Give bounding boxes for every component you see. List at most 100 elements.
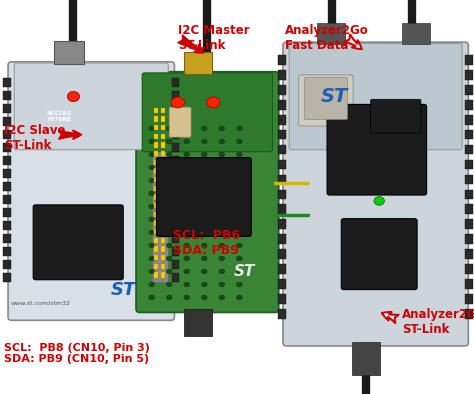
Bar [465, 190, 473, 199]
Bar [172, 117, 179, 126]
Bar [161, 264, 165, 269]
Circle shape [201, 178, 207, 183]
FancyBboxPatch shape [33, 205, 123, 280]
Circle shape [184, 243, 190, 248]
Bar [278, 190, 286, 199]
Bar [172, 208, 179, 217]
Circle shape [219, 295, 225, 300]
Bar [152, 128, 168, 282]
FancyBboxPatch shape [8, 62, 174, 320]
FancyBboxPatch shape [156, 158, 251, 236]
Circle shape [184, 256, 190, 261]
Circle shape [166, 126, 172, 131]
Bar [161, 203, 165, 208]
FancyBboxPatch shape [54, 41, 84, 64]
Circle shape [201, 256, 207, 261]
Circle shape [219, 152, 225, 157]
FancyBboxPatch shape [283, 42, 468, 346]
Bar [172, 182, 179, 191]
Bar [161, 108, 165, 113]
Circle shape [219, 256, 225, 261]
Bar [3, 104, 11, 113]
Circle shape [237, 295, 242, 300]
Bar [3, 260, 11, 269]
Bar [154, 255, 158, 260]
Bar [154, 186, 158, 191]
Circle shape [149, 269, 155, 274]
Circle shape [219, 126, 225, 131]
Bar [161, 116, 165, 122]
Circle shape [149, 126, 155, 131]
Bar [172, 156, 179, 165]
Bar [172, 247, 179, 256]
Bar [154, 151, 158, 156]
Bar [3, 234, 11, 243]
Bar [278, 279, 286, 289]
Bar [465, 204, 473, 214]
Bar [3, 143, 11, 152]
FancyBboxPatch shape [169, 107, 191, 137]
Bar [465, 130, 473, 139]
Circle shape [201, 269, 207, 274]
Circle shape [201, 217, 207, 222]
Circle shape [201, 191, 207, 196]
Circle shape [237, 139, 242, 144]
FancyBboxPatch shape [317, 23, 345, 44]
Text: NUCLEO
F070RB: NUCLEO F070RB [47, 111, 72, 122]
Bar [465, 145, 473, 154]
Circle shape [149, 165, 155, 170]
Bar [465, 294, 473, 304]
FancyBboxPatch shape [136, 72, 279, 312]
Circle shape [166, 191, 172, 196]
Bar [3, 208, 11, 217]
Circle shape [237, 269, 242, 274]
Bar [278, 175, 286, 184]
Bar [465, 55, 473, 65]
Circle shape [201, 204, 207, 209]
Circle shape [201, 243, 207, 248]
Circle shape [184, 139, 190, 144]
Bar [161, 142, 165, 148]
Bar [154, 229, 158, 234]
Bar [3, 169, 11, 178]
Bar [3, 156, 11, 165]
Bar [154, 194, 158, 200]
Bar [172, 221, 179, 230]
Bar [278, 294, 286, 304]
Circle shape [166, 230, 172, 235]
Circle shape [149, 217, 155, 222]
Circle shape [166, 295, 172, 300]
FancyBboxPatch shape [299, 75, 353, 126]
Circle shape [149, 295, 155, 300]
FancyBboxPatch shape [327, 104, 427, 195]
Bar [172, 169, 179, 178]
Bar [161, 168, 165, 174]
Circle shape [237, 178, 242, 183]
Bar [278, 130, 286, 139]
Bar [161, 125, 165, 130]
Bar [3, 195, 11, 204]
Circle shape [237, 126, 242, 131]
Circle shape [219, 165, 225, 170]
Bar [3, 221, 11, 230]
Bar [465, 234, 473, 244]
Bar [278, 219, 286, 229]
Circle shape [149, 243, 155, 248]
Bar [161, 220, 165, 226]
Bar [161, 134, 165, 139]
Circle shape [207, 97, 220, 108]
Bar [161, 272, 165, 278]
Circle shape [237, 230, 242, 235]
FancyBboxPatch shape [14, 63, 168, 150]
Circle shape [219, 204, 225, 209]
Bar [3, 78, 11, 87]
Circle shape [201, 152, 207, 157]
Circle shape [237, 256, 242, 261]
Circle shape [166, 243, 172, 248]
Circle shape [166, 217, 172, 222]
Bar [154, 272, 158, 278]
Bar [3, 91, 11, 100]
Circle shape [237, 191, 242, 196]
Bar [154, 246, 158, 252]
Bar [154, 142, 158, 148]
